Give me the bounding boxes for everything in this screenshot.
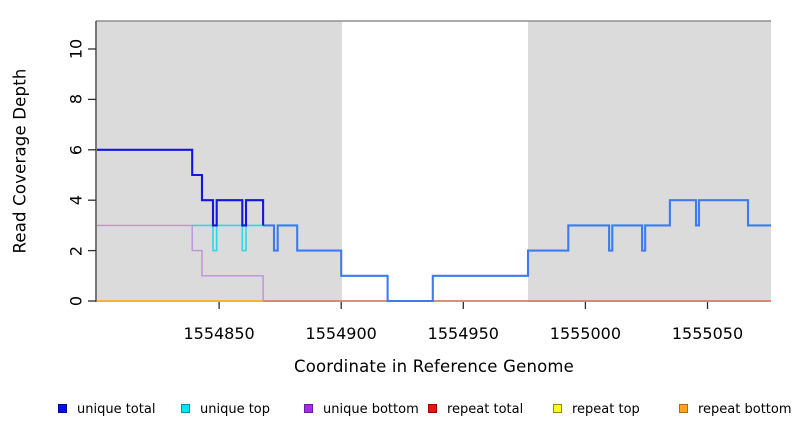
x-tick-label: 1554850 <box>183 324 255 343</box>
legend-label: repeat top <box>572 402 640 417</box>
y-tick-label: 4 <box>66 195 86 206</box>
legend-swatch-icon <box>58 404 67 413</box>
x-tick-label: 1554900 <box>305 324 377 343</box>
legend-label: unique bottom <box>323 402 419 417</box>
shaded-region <box>97 21 342 302</box>
x-axis-title: Coordinate in Reference Genome <box>293 357 575 376</box>
y-axis-title: Read Coverage Depth <box>10 68 30 254</box>
y-tick-label: 6 <box>66 144 86 155</box>
legend-swatch-icon <box>181 404 190 413</box>
y-tick-label: 2 <box>66 245 86 256</box>
x-tick-label: 1554950 <box>427 324 499 343</box>
x-tick-label: 1555050 <box>671 324 744 343</box>
legend-label: unique top <box>200 402 271 417</box>
legend-swatch-icon <box>679 404 688 413</box>
legend-label: repeat total <box>447 402 524 417</box>
legend-swatch-icon <box>553 404 562 413</box>
y-tick-label: 8 <box>66 94 86 105</box>
series-unique-top <box>192 224 264 252</box>
y-tick-label: 0 <box>66 295 86 307</box>
legend-label: repeat bottom <box>698 402 792 417</box>
y-tick-label: 10 <box>66 38 86 60</box>
shaded-region <box>528 21 771 302</box>
legend-label: unique total <box>77 402 156 417</box>
series-unique-total <box>263 199 771 303</box>
legend-swatch-icon <box>428 404 437 413</box>
series-unique-total <box>97 148 265 227</box>
x-tick-label: 1555000 <box>549 324 622 343</box>
legend-swatch-icon <box>304 404 313 413</box>
